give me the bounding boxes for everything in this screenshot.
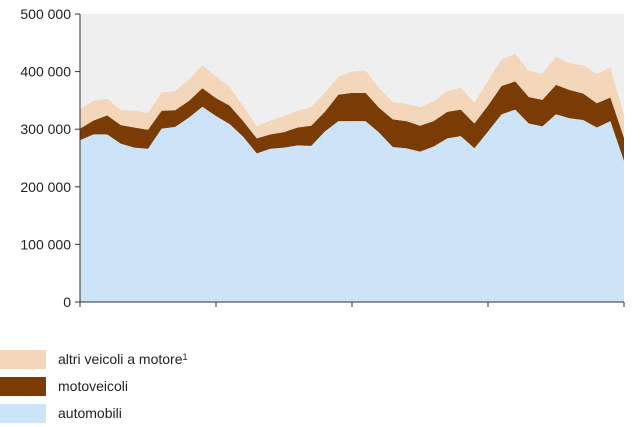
- y-tick-label: 100 000: [20, 236, 71, 252]
- y-tick-label: 400 000: [20, 64, 71, 80]
- legend-swatch-motoveicoli: [0, 377, 46, 396]
- x-tick-label: 1980: [64, 309, 95, 310]
- legend-swatch-altri-veicoli: [0, 350, 46, 369]
- y-tick-label: 0: [63, 294, 71, 310]
- x-tick-label: 2010: [472, 309, 503, 310]
- tick-labels-group: 0 100 000 200 000 300 000 400 000 500 000 1980…: [20, 6, 639, 310]
- axes-group: [75, 13, 625, 307]
- legend-label-motoveicoli: motoveicoli: [58, 378, 129, 394]
- y-tick-label: 200 000: [20, 179, 71, 195]
- y-tick-label: 500 000: [20, 6, 71, 22]
- area-series-group: [80, 53, 624, 303]
- legend-swatch-automobili: [0, 404, 46, 423]
- area-motoveicoli: [80, 81, 624, 161]
- y-tick-label: 300 000: [20, 121, 71, 137]
- x-tick-label: 2020: [608, 309, 639, 310]
- legend-label-automobili: automobili: [58, 405, 122, 421]
- area-altri-veicoli-a-motore: [80, 53, 624, 139]
- area-automobili: [80, 106, 624, 303]
- footnote-marker: 1: [182, 352, 188, 362]
- x-tick-label: 1990: [200, 309, 231, 310]
- legend-label-altri-veicoli: altri veicoli a motore1: [58, 351, 188, 367]
- stacked-area-chart: 0 100 000 200 000 300 000 400 000 500 000 1980…: [20, 6, 639, 310]
